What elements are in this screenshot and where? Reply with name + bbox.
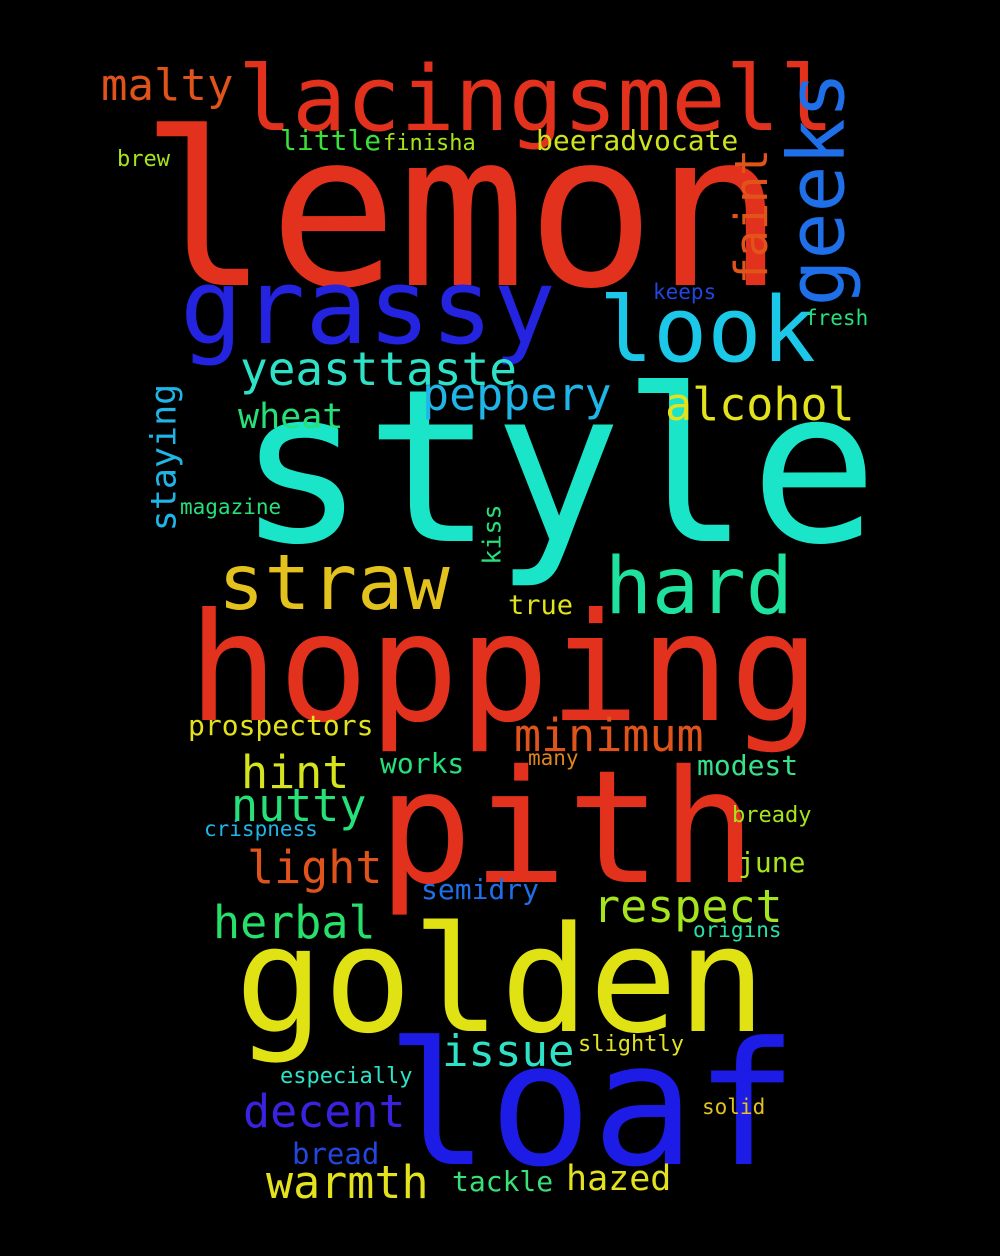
word-respect: respect: [593, 880, 783, 933]
word-june: june: [738, 846, 806, 879]
word-prospectors: prospectors: [188, 709, 374, 742]
word-herbal: herbal: [213, 896, 376, 949]
word-keeps: keeps: [653, 280, 717, 304]
word-true: true: [508, 590, 574, 621]
word-bready: bready: [732, 803, 812, 828]
word-wheat: wheat: [238, 397, 344, 437]
word-finisha: finisha: [383, 131, 476, 156]
word-bread: bread: [292, 1137, 380, 1171]
word-lemon: lemon: [140, 87, 785, 336]
word-brew: brew: [117, 147, 170, 172]
word-issue: issue: [442, 1026, 575, 1077]
word-hint: hint: [241, 746, 350, 799]
word-alcohol: alcohol: [665, 378, 855, 431]
word-loaf: loaf: [386, 1006, 798, 1205]
word-malty: malty: [101, 60, 234, 111]
word-staying: staying: [144, 383, 185, 532]
word-works: works: [380, 747, 465, 780]
word-magazine: magazine: [180, 495, 282, 519]
word-hopping: hopping: [188, 582, 821, 756]
word-lacingsmell: lacingsmell: [238, 47, 835, 152]
word-hazed: hazed: [566, 1159, 672, 1199]
word-straw: straw: [218, 539, 450, 628]
word-nutty: nutty: [231, 779, 367, 832]
word-many: many: [528, 746, 579, 770]
word-golden: golden: [235, 895, 767, 1066]
word-beeradvocate: beeradvocate: [536, 124, 739, 157]
word-grassy: grassy: [180, 246, 556, 368]
word-kiss: kiss: [477, 504, 507, 565]
word-geeks: geeks: [772, 71, 863, 307]
word-fresh: fresh: [805, 306, 869, 330]
word-crispness: crispness: [204, 817, 318, 841]
word-decent: decent: [243, 1085, 406, 1138]
word-slightly: slightly: [578, 1032, 684, 1057]
word-light: light: [247, 841, 383, 894]
word-faint: faint: [725, 148, 779, 285]
word-origins: origins: [693, 918, 782, 942]
word-look: look: [599, 278, 816, 383]
word-yeasttaste: yeasttaste: [240, 342, 517, 396]
word-especially: especially: [280, 1064, 413, 1089]
word-pith: pith: [378, 737, 757, 920]
word-warmth: warmth: [266, 1156, 429, 1209]
word-solid: solid: [702, 1095, 766, 1119]
word-modest: modest: [697, 749, 799, 782]
word-peppery: peppery: [422, 368, 612, 421]
word-style: style: [237, 344, 879, 592]
word-minimum: minimum: [514, 709, 704, 762]
word-tackle: tackle: [452, 1165, 554, 1198]
word-semidry: semidry: [421, 873, 540, 906]
word-little: little: [280, 124, 382, 157]
word-hard: hard: [605, 542, 793, 632]
